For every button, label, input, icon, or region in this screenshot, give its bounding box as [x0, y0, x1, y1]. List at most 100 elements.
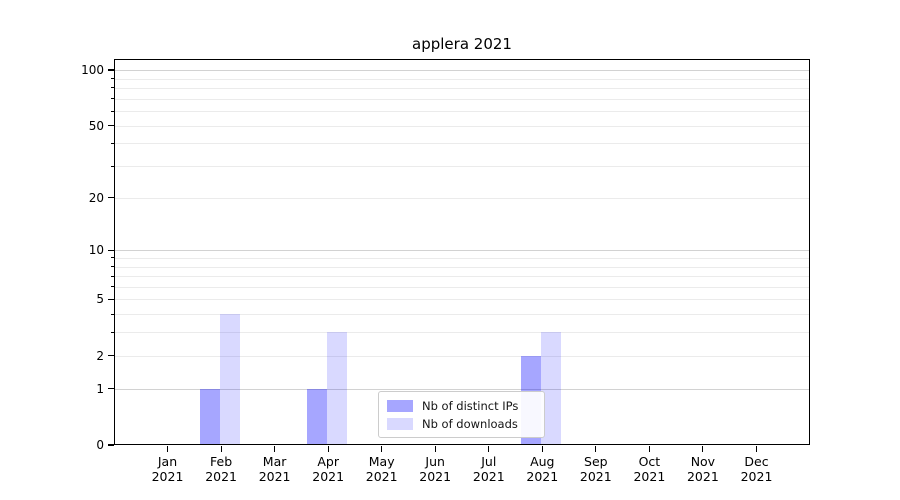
x-tick-mark	[595, 446, 597, 452]
month-label: Dec	[744, 454, 769, 469]
y-minor-tick-mark	[111, 142, 114, 144]
bar-downloads-apr	[327, 332, 348, 445]
chart-title: applera 2021	[412, 35, 512, 53]
y-minor-tick-mark	[111, 313, 114, 315]
minor-gridline	[115, 276, 809, 277]
x-tick-mark	[166, 446, 169, 452]
minor-gridline	[115, 286, 809, 288]
y-minor-tick-mark	[111, 298, 114, 300]
x-tick-mark	[434, 446, 436, 452]
minor-gridline	[115, 257, 809, 259]
x-tick-label-dec: Dec 2021	[730, 454, 784, 484]
bar-downloads-aug	[541, 332, 562, 445]
y-minor-tick-mark	[111, 257, 114, 259]
minor-gridline	[115, 355, 809, 357]
month-label: Jan	[157, 454, 178, 469]
year-label: 2021	[365, 469, 398, 484]
y-minor-tick-mark	[111, 165, 114, 167]
month-label: Mar	[262, 454, 287, 469]
x-tick-label-nov: Nov 2021	[676, 454, 730, 484]
y-minor-tick-mark	[111, 266, 114, 267]
x-tick-mark	[541, 446, 543, 452]
legend-label: Nb of downloads	[422, 416, 518, 431]
year-label: 2021	[258, 469, 291, 484]
month-label: May	[368, 454, 395, 469]
x-tick-label-aug: Aug 2021	[515, 454, 569, 484]
minor-gridline	[115, 166, 809, 167]
month-label: Nov	[690, 454, 716, 469]
y-minor-tick-mark	[111, 275, 114, 277]
y-tick-label: 10	[88, 243, 104, 258]
month-label: Jul	[481, 454, 497, 469]
x-tick-label-jun: Jun 2021	[408, 454, 462, 484]
y-tick-label: 50	[88, 118, 104, 133]
x-tick-mark	[220, 446, 222, 452]
year-label: 2021	[686, 469, 719, 484]
x-tick-label-feb: Feb 2021	[194, 454, 248, 484]
year-label: 2021	[740, 469, 773, 484]
month-label: Jun	[425, 454, 445, 469]
x-tick-label-jul: Jul 2021	[462, 454, 516, 484]
year-label: 2021	[526, 469, 559, 484]
x-tick-label-may: May 2021	[355, 454, 409, 484]
legend-label: Nb of distinct IPs	[422, 398, 519, 413]
y-tick-label: 2	[96, 348, 104, 363]
x-tick-label-mar: Mar 2021	[248, 454, 302, 484]
minor-gridline	[115, 332, 809, 334]
y-tick-label: 5	[96, 292, 104, 307]
x-tick-label-sep: Sep 2021	[569, 454, 623, 484]
y-tick-mark	[108, 444, 114, 446]
x-tick-mark	[755, 446, 758, 452]
month-label: Apr	[317, 454, 339, 469]
y-minor-tick-mark	[111, 125, 114, 126]
major-gridline	[115, 388, 809, 390]
x-tick-label-jan: Jan 2021	[141, 454, 195, 484]
legend-swatch-icon	[387, 399, 413, 412]
minor-gridline	[115, 111, 809, 112]
minor-gridline	[115, 98, 809, 100]
y-minor-tick-mark	[111, 331, 114, 333]
y-minor-tick-mark	[111, 78, 114, 79]
x-tick-mark	[327, 446, 329, 452]
bar-downloads-feb	[220, 314, 241, 445]
minor-gridline	[115, 87, 809, 89]
y-tick-mark	[108, 388, 114, 390]
x-tick-mark	[488, 446, 490, 452]
minor-gridline	[115, 314, 809, 316]
y-minor-tick-mark	[111, 87, 114, 89]
month-label: Oct	[638, 454, 661, 469]
legend-row: Nb of distinct IPs	[387, 399, 544, 413]
y-tick-label: 0	[96, 438, 104, 452]
y-tick-label: 1	[96, 381, 104, 396]
y-minor-tick-mark	[111, 98, 114, 100]
x-tick-mark	[648, 446, 650, 452]
chart-legend: Nb of distinct IPs Nb of downloads	[378, 391, 545, 438]
bar-distinct-ips-feb	[200, 388, 221, 445]
legend-swatch-icon	[387, 417, 413, 430]
plot-area-border	[114, 59, 810, 445]
y-minor-tick-mark	[111, 286, 114, 288]
month-label: Feb	[210, 454, 233, 469]
year-label: 2021	[205, 469, 237, 484]
minor-gridline	[115, 266, 809, 268]
year-label: 2021	[633, 469, 666, 484]
year-label: 2021	[151, 469, 184, 484]
y-minor-tick-mark	[111, 355, 114, 357]
x-tick-mark	[381, 446, 383, 452]
legend-row: Nb of downloads	[387, 417, 544, 431]
major-gridline	[115, 250, 809, 252]
year-label: 2021	[312, 469, 345, 484]
month-label: Sep	[584, 454, 608, 469]
y-tick-label: 100	[81, 63, 104, 77]
month-label: Aug	[530, 454, 555, 469]
minor-gridline	[115, 197, 809, 199]
x-tick-mark	[702, 446, 704, 452]
minor-gridline	[115, 78, 809, 80]
year-label: 2021	[579, 469, 612, 484]
major-gridline	[115, 70, 809, 71]
x-tick-label-oct: Oct 2021	[622, 454, 676, 484]
minor-gridline	[115, 125, 809, 127]
x-tick-label-apr: Apr 2021	[301, 454, 355, 484]
y-tick-mark	[108, 249, 114, 251]
